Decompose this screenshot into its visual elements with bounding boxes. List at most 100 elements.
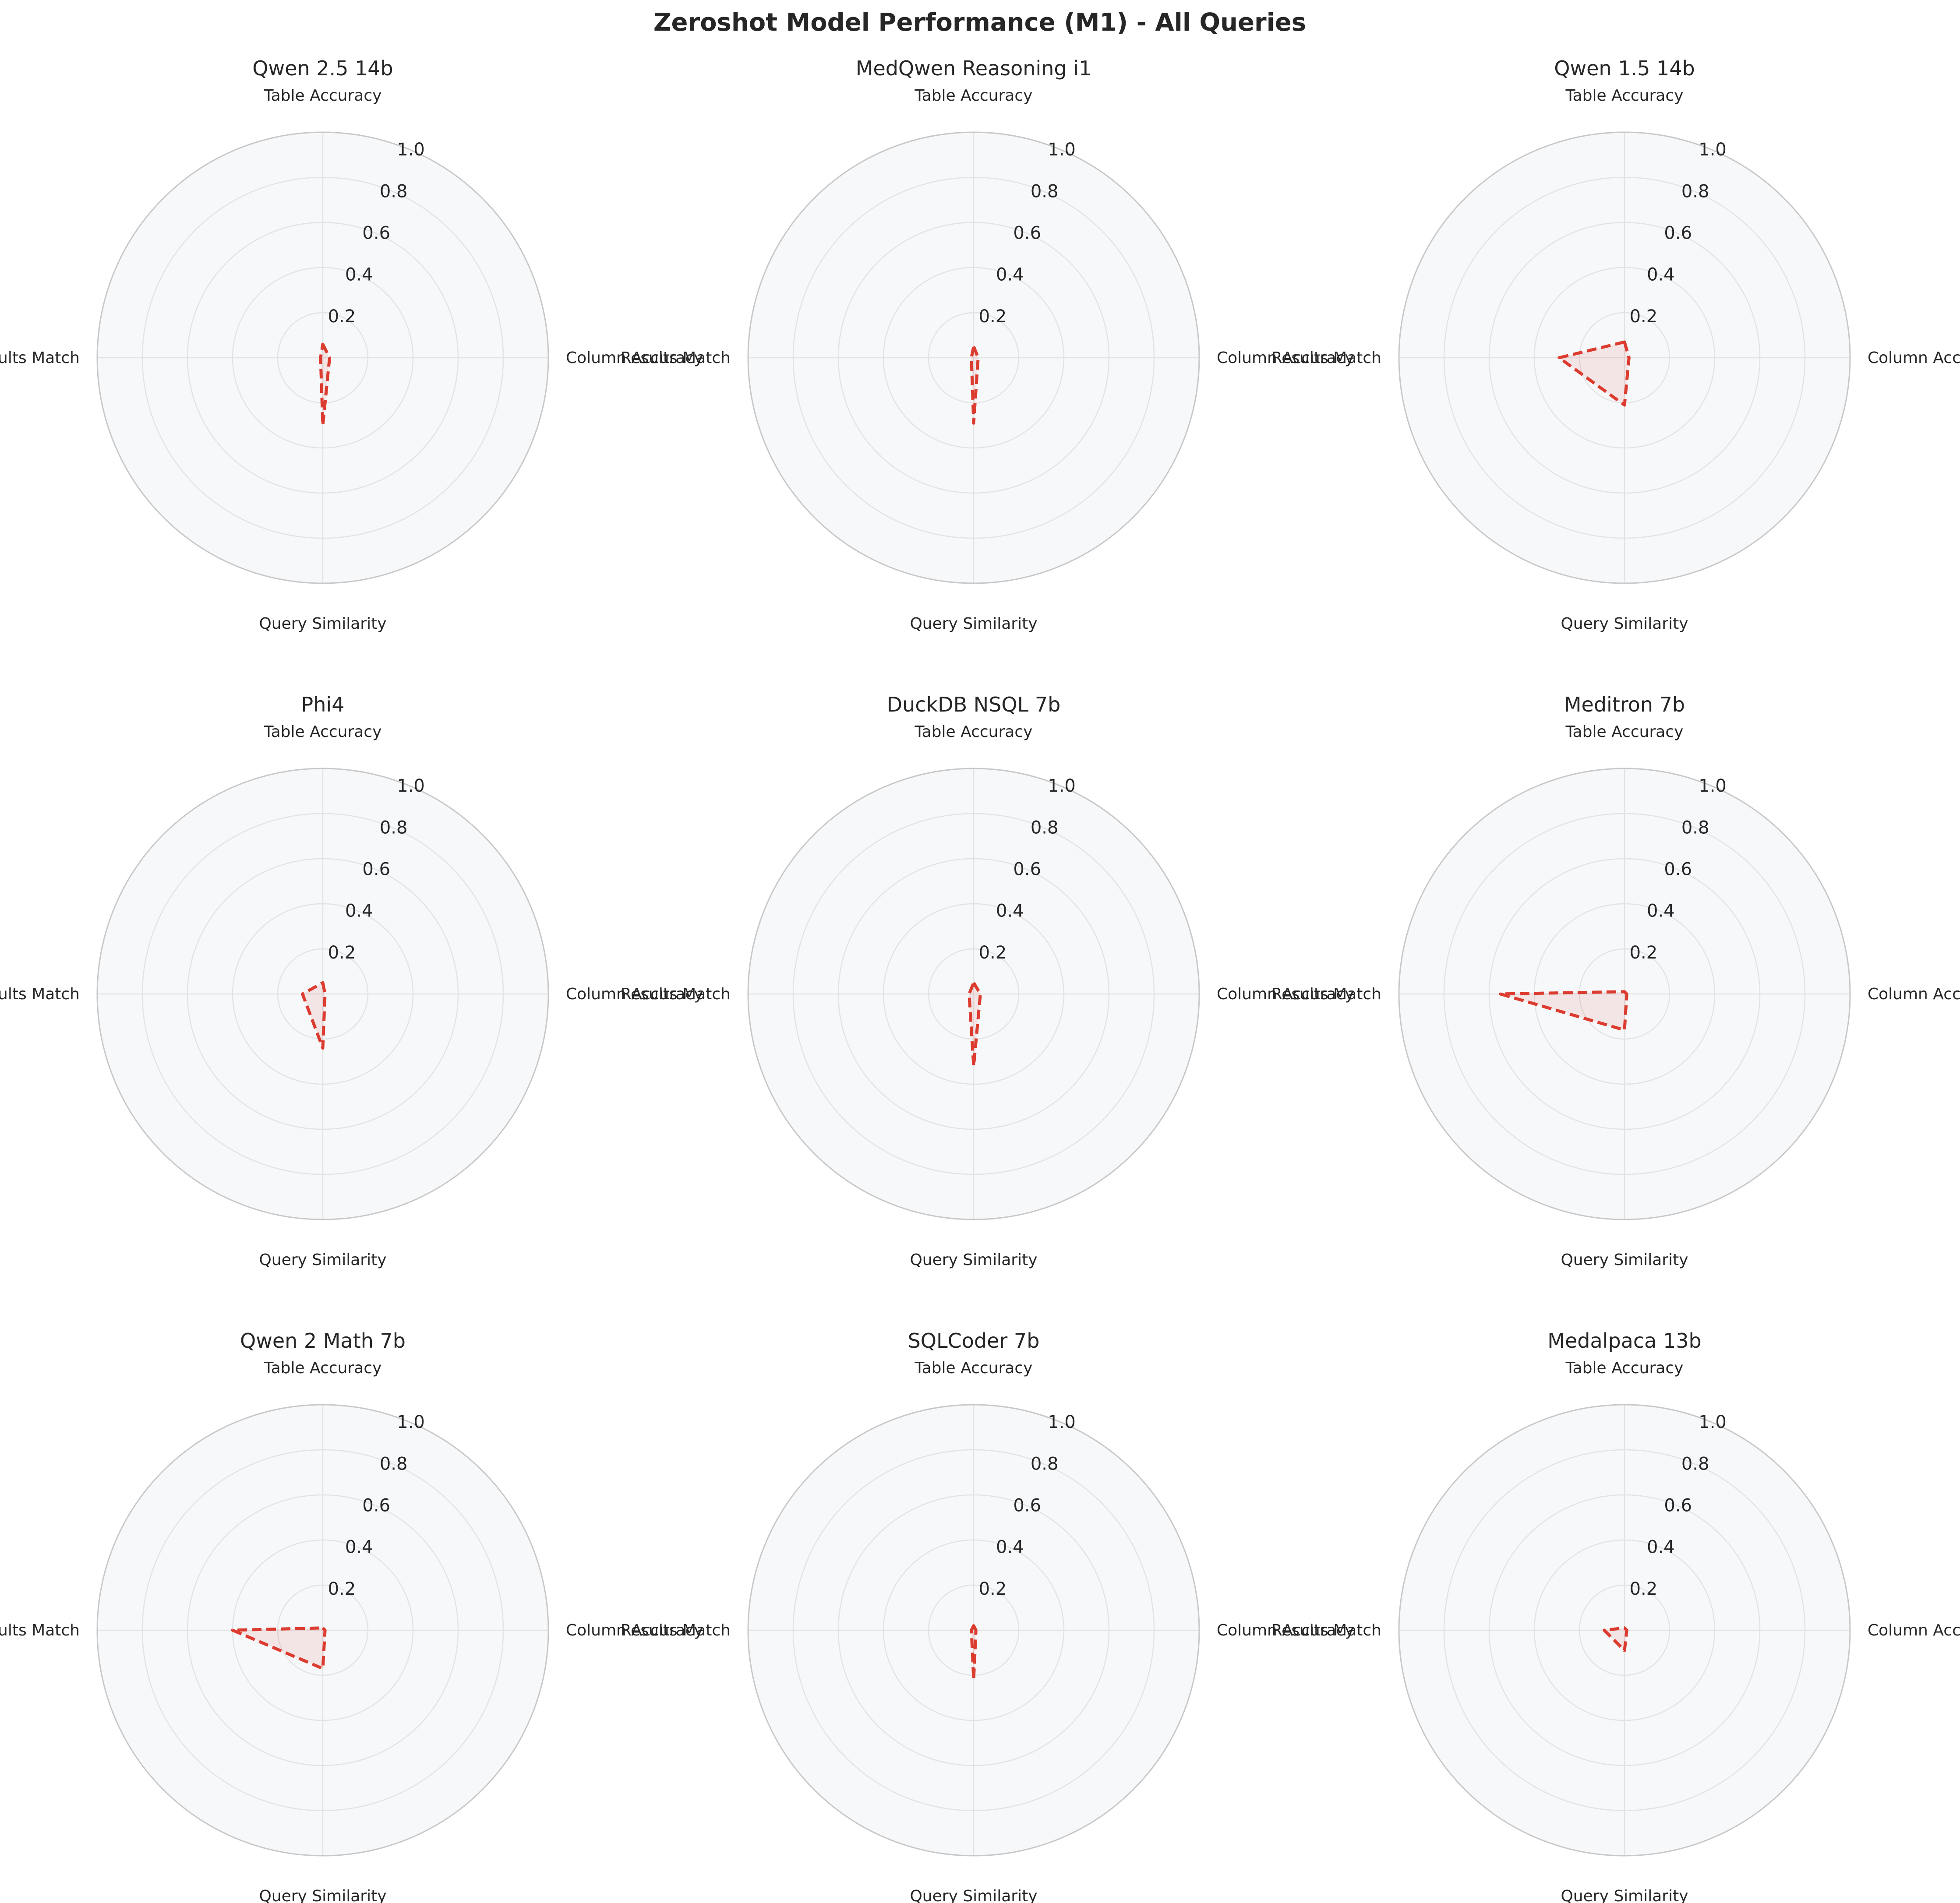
radar-panel: 0.2 0.4 0.6 0.8 1.0 Table Accuracy Column Accu… (1271, 56, 1960, 633)
axis-label: Table Accuracy (264, 87, 382, 105)
radial-tick-label: 0.6 (362, 1496, 390, 1516)
axis-label: Query Similarity (1561, 1887, 1688, 1903)
axis-label: Column Accuracy (566, 985, 703, 1003)
series-line (231, 1626, 327, 1670)
radar-panels: 0.2 0.4 0.6 0.8 1.0 Table Accuracy Column Accu… (0, 56, 1960, 1903)
radar-panel: 0.2 0.4 0.6 0.8 1.0 Table Accuracy Column Accu… (621, 56, 1354, 633)
series-fill (1559, 342, 1629, 405)
series-fill (1604, 1628, 1627, 1651)
radial-tick-label: 1.0 (397, 776, 425, 796)
outer-ring (1398, 768, 1851, 1220)
radial-tick-label: 0.8 (380, 1454, 408, 1474)
axis-label: Results Match (621, 349, 731, 367)
axis-label: Table Accuracy (915, 87, 1033, 105)
radial-tick-label: 0.8 (380, 818, 408, 838)
panel-title: Qwen 2 Math 7b (240, 1329, 406, 1353)
figure-title: Zeroshot Model Performance (M1) - All Qu… (653, 8, 1306, 37)
radial-tick-label: 0.2 (979, 307, 1007, 327)
axis-label: Query Similarity (910, 615, 1037, 633)
radial-tick-label: 0.2 (1630, 307, 1658, 327)
panel-title: Qwen 2.5 14b (252, 56, 393, 80)
axis-label: Query Similarity (910, 1887, 1037, 1903)
axis-label: Results Match (1271, 349, 1381, 367)
outer-ring (1398, 131, 1851, 584)
outer-ring (96, 768, 549, 1220)
series-line (970, 1624, 978, 1681)
axis-label: Query Similarity (1561, 615, 1688, 633)
radial-tick-label: 0.8 (1031, 181, 1059, 201)
radar-panel: 0.2 0.4 0.6 0.8 1.0 Table Accuracy Column Accu… (0, 1329, 703, 1903)
radial-tick-label: 0.4 (345, 901, 373, 921)
series-line (1499, 990, 1628, 1032)
radial-tick-label: 1.0 (1048, 1412, 1076, 1432)
radial-tick-label: 0.2 (1630, 1579, 1658, 1599)
radial-tick-label: 0.8 (1681, 181, 1709, 201)
axis-label: Column Accuracy (1868, 349, 1960, 367)
radial-tick-label: 1.0 (1048, 140, 1076, 160)
radial-tick-label: 0.4 (1647, 1537, 1675, 1558)
axis-label: Column Accuracy (566, 1621, 703, 1639)
radial-tick-label: 0.6 (362, 860, 390, 880)
radial-tick-label: 1.0 (1699, 140, 1727, 160)
radial-tick-label: 0.2 (979, 1579, 1007, 1599)
axis-label: Table Accuracy (1565, 1359, 1684, 1377)
axis-label: Table Accuracy (1565, 87, 1684, 105)
radar-panel: 0.2 0.4 0.6 0.8 1.0 Table Accuracy Column Accu… (0, 56, 703, 633)
outer-ring (96, 131, 549, 584)
axis-label: Column Accuracy (1868, 985, 1960, 1003)
radial-tick-label: 0.4 (996, 1537, 1024, 1558)
axis-label: Column Accuracy (1217, 1621, 1354, 1639)
axis-label: Query Similarity (259, 615, 386, 633)
axis-label: Table Accuracy (264, 723, 382, 741)
axis-label: Results Match (1271, 985, 1381, 1003)
panel-title: MedQwen Reasoning i1 (856, 56, 1092, 80)
axis-label: Results Match (0, 985, 80, 1003)
radial-tick-label: 1.0 (1699, 1412, 1727, 1432)
panel-title: DuckDB NSQL 7b (887, 693, 1061, 716)
outer-ring (96, 1404, 549, 1857)
panel-title: Phi4 (301, 693, 345, 716)
axis-label: Results Match (1271, 1621, 1381, 1639)
radial-tick-label: 0.2 (1630, 943, 1658, 963)
axis-label: Query Similarity (910, 1251, 1037, 1269)
axis-label: Table Accuracy (915, 1359, 1033, 1377)
series-fill (302, 983, 325, 1048)
axis-label: Table Accuracy (1565, 723, 1684, 741)
radial-tick-label: 0.2 (328, 1579, 356, 1599)
radial-tick-label: 0.6 (362, 223, 390, 243)
radial-tick-label: 1.0 (397, 1412, 425, 1432)
radial-tick-label: 1.0 (1048, 776, 1076, 796)
radial-tick-label: 0.4 (996, 265, 1024, 285)
panel-title: Meditron 7b (1564, 693, 1685, 716)
axis-label: Table Accuracy (915, 723, 1033, 741)
axis-label: Results Match (0, 1621, 80, 1639)
radial-tick-label: 0.6 (1013, 223, 1041, 243)
radial-tick-label: 0.4 (345, 265, 373, 285)
axis-label: Results Match (621, 985, 731, 1003)
series-line (968, 981, 982, 1068)
outer-ring (1398, 1404, 1851, 1857)
radial-tick-label: 0.4 (1647, 901, 1675, 921)
radial-tick-label: 0.8 (380, 181, 408, 201)
series-fill (969, 983, 981, 1066)
radial-tick-label: 0.2 (328, 307, 356, 327)
panel-title: Medalpaca 13b (1547, 1329, 1701, 1353)
radar-panel: 0.2 0.4 0.6 0.8 1.0 Table Accuracy Column Accu… (0, 693, 703, 1269)
radial-tick-label: 1.0 (397, 140, 425, 160)
axis-label: Column Accuracy (1868, 1621, 1960, 1639)
axis-label: Results Match (621, 1621, 731, 1639)
radial-tick-label: 0.6 (1013, 860, 1041, 880)
radial-tick-label: 0.4 (996, 901, 1024, 921)
axis-label: Column Accuracy (566, 349, 703, 367)
axis-label: Query Similarity (259, 1887, 386, 1903)
outer-ring (747, 768, 1200, 1220)
radial-tick-label: 0.8 (1681, 818, 1709, 838)
axis-label: Query Similarity (259, 1251, 386, 1269)
radial-tick-label: 0.6 (1013, 1496, 1041, 1516)
axis-label: Results Match (0, 349, 80, 367)
radial-tick-label: 0.6 (1664, 860, 1692, 880)
radar-panel: 0.2 0.4 0.6 0.8 1.0 Table Accuracy Column Accu… (1271, 693, 1960, 1269)
outer-ring (747, 1404, 1200, 1857)
radial-tick-label: 0.6 (1664, 223, 1692, 243)
radial-tick-label: 0.2 (328, 943, 356, 963)
